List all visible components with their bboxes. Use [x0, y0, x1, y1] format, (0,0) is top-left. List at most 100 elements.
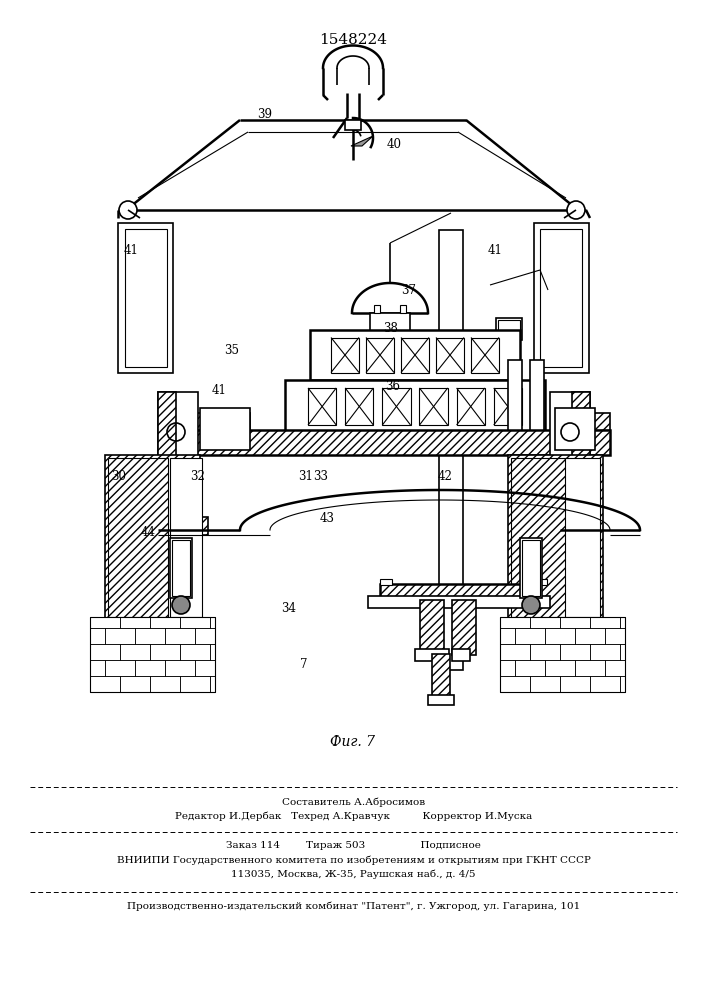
- Circle shape: [522, 596, 540, 614]
- Text: Составитель А.Абросимов: Составитель А.Абросимов: [282, 797, 425, 807]
- Bar: [195, 660, 215, 676]
- Bar: [415, 649, 449, 661]
- Bar: [452, 600, 476, 655]
- Bar: [150, 676, 180, 692]
- Text: 37: 37: [401, 284, 416, 296]
- Text: 44: 44: [141, 526, 156, 540]
- Bar: [560, 676, 590, 692]
- Bar: [90, 660, 105, 676]
- Bar: [535, 579, 547, 585]
- Text: ВНИИПИ Государственного комитета по изобретениям и открытиям при ГКНТ СССР: ВНИИПИ Государственного комитета по изоб…: [117, 855, 590, 865]
- Bar: [165, 660, 195, 676]
- Bar: [432, 654, 450, 700]
- Bar: [105, 628, 135, 644]
- Bar: [605, 660, 625, 676]
- Text: Редактор И.Дербак   Техред А.Кравчук          Корректор И.Муска: Редактор И.Дербак Техред А.Кравчук Корре…: [175, 811, 532, 821]
- Text: 31: 31: [298, 470, 313, 483]
- Bar: [522, 540, 540, 596]
- Bar: [120, 644, 150, 660]
- Bar: [382, 388, 411, 425]
- Bar: [500, 676, 530, 692]
- Bar: [471, 338, 499, 372]
- Bar: [158, 517, 208, 535]
- Bar: [195, 628, 215, 644]
- Text: 40: 40: [387, 137, 402, 150]
- Bar: [515, 628, 545, 644]
- Bar: [530, 676, 560, 692]
- Bar: [500, 628, 515, 644]
- Text: 30: 30: [111, 470, 127, 483]
- Bar: [210, 644, 215, 660]
- Bar: [565, 458, 600, 617]
- Bar: [210, 617, 215, 628]
- Bar: [550, 392, 590, 462]
- Bar: [590, 644, 620, 660]
- Bar: [90, 676, 120, 692]
- Text: Производственно-издательский комбинат "Патент", г. Ужгород, ул. Гагарина, 101: Производственно-издательский комбинат "П…: [127, 901, 580, 911]
- Bar: [511, 458, 568, 617]
- Bar: [419, 388, 448, 425]
- Text: 41: 41: [211, 383, 227, 396]
- Bar: [370, 313, 410, 333]
- Bar: [530, 360, 544, 440]
- Bar: [530, 617, 560, 628]
- Bar: [620, 676, 625, 692]
- Bar: [515, 660, 545, 676]
- Bar: [331, 338, 359, 372]
- Text: 41: 41: [123, 243, 139, 256]
- Bar: [195, 430, 610, 455]
- Circle shape: [567, 201, 585, 219]
- Text: Фиг. 7: Фиг. 7: [330, 735, 375, 749]
- Bar: [200, 408, 250, 450]
- Bar: [345, 388, 373, 425]
- Bar: [118, 223, 173, 373]
- Bar: [172, 540, 190, 596]
- Bar: [496, 318, 522, 340]
- Bar: [401, 338, 429, 372]
- Bar: [170, 458, 202, 617]
- Bar: [108, 458, 168, 617]
- Bar: [436, 338, 464, 372]
- Text: 42: 42: [438, 470, 453, 483]
- Bar: [500, 660, 515, 676]
- Bar: [575, 660, 605, 676]
- Bar: [493, 388, 522, 425]
- Bar: [368, 596, 550, 608]
- Circle shape: [119, 201, 137, 219]
- Bar: [500, 617, 625, 692]
- Polygon shape: [351, 136, 373, 146]
- Text: 36: 36: [385, 380, 400, 393]
- Bar: [125, 229, 167, 367]
- Text: 1548224: 1548224: [319, 33, 387, 47]
- Bar: [135, 660, 165, 676]
- Bar: [120, 676, 150, 692]
- Bar: [135, 628, 165, 644]
- Text: 41: 41: [487, 243, 503, 256]
- Text: 34: 34: [281, 601, 296, 614]
- Text: 32: 32: [190, 470, 206, 483]
- Bar: [308, 388, 337, 425]
- Bar: [560, 644, 590, 660]
- Bar: [572, 392, 590, 462]
- Bar: [550, 517, 600, 535]
- Bar: [500, 644, 530, 660]
- Bar: [380, 579, 392, 585]
- Bar: [158, 392, 198, 462]
- Bar: [180, 676, 210, 692]
- Bar: [545, 628, 575, 644]
- Bar: [452, 649, 470, 661]
- Bar: [428, 695, 454, 705]
- Text: 33: 33: [312, 470, 328, 483]
- Bar: [374, 305, 380, 313]
- Bar: [345, 120, 361, 130]
- Bar: [590, 617, 620, 628]
- Bar: [150, 617, 180, 628]
- Bar: [380, 584, 540, 602]
- Bar: [285, 380, 545, 433]
- Bar: [575, 628, 605, 644]
- Bar: [555, 413, 610, 430]
- Bar: [560, 617, 590, 628]
- Bar: [366, 338, 394, 372]
- Bar: [310, 330, 520, 380]
- Bar: [590, 676, 620, 692]
